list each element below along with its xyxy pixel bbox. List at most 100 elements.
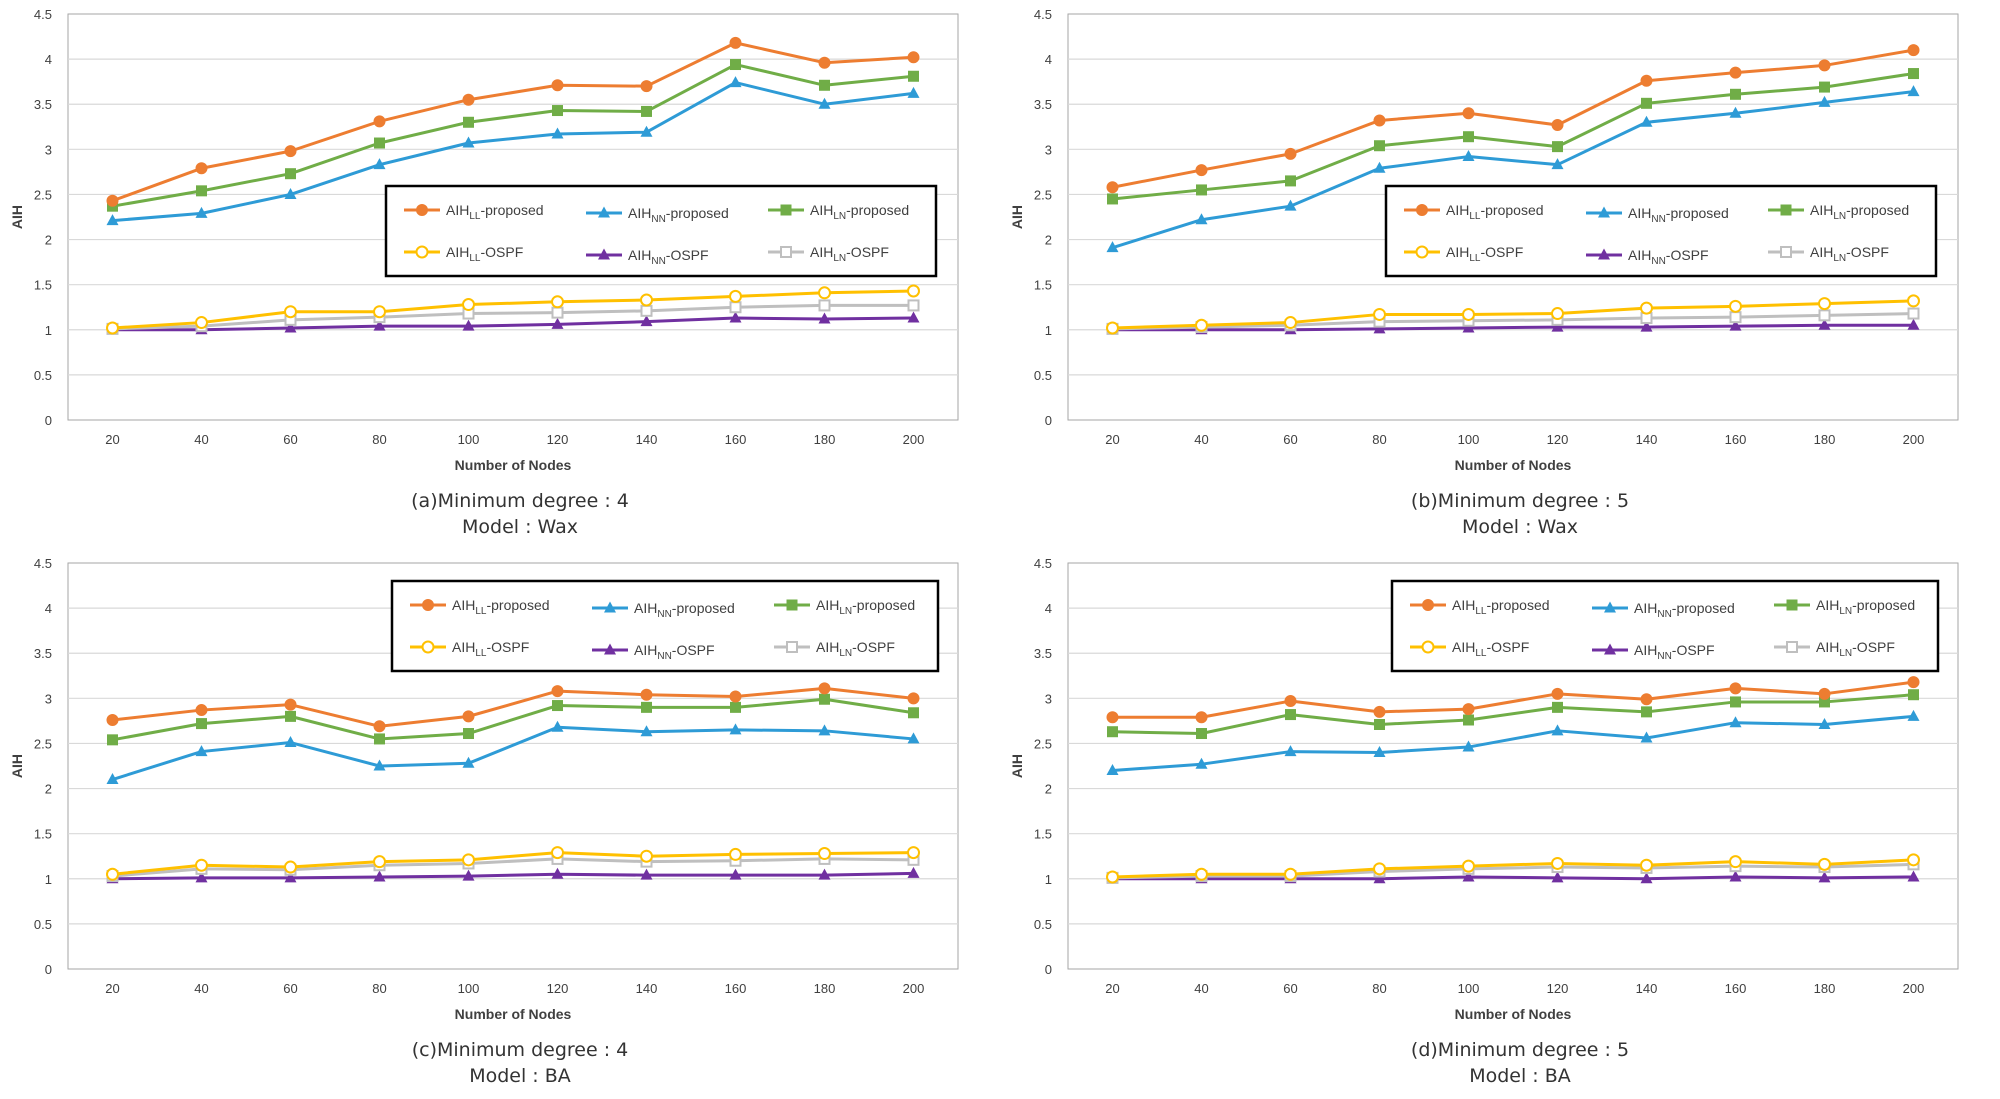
chart-a-point-AIH_NN-proposed — [729, 76, 742, 88]
chart-b-x-axis-label: Number of Nodes — [1455, 457, 1572, 473]
chart-b-point-AIH_LL-OSPF — [1284, 316, 1297, 330]
chart-b-point-AIH_NN-proposed — [1373, 161, 1386, 173]
chart-c-point-AIH_LL-OSPF — [640, 849, 653, 863]
chart-c-legend-entry-AIH_LN-proposed: AIHLN-proposed — [774, 597, 915, 617]
chart-d-x-tick-label: 120 — [1547, 981, 1569, 996]
chart-d-line-AIH_LN-proposed — [1112, 693, 1914, 736]
chart-a-svg: 0 0.5 1 1.5 2 2.5 3 3.5 4 4.5 20 40 60 80 100 120 140 160… — [9, 7, 959, 473]
chart-b-point-AIH_LL-proposed — [1462, 107, 1475, 120]
chart-c-point-AIH_LL-proposed — [284, 698, 297, 711]
chart-c-y-tick-label: 2.5 — [34, 736, 52, 751]
chart-d-point-AIH_NN-proposed — [1373, 745, 1386, 757]
chart-c-line-AIH_NN-OSPF — [112, 871, 914, 881]
chart-c-line-AIH_LN-proposed — [112, 697, 914, 742]
chart-d-x-tick-label: 200 — [1903, 981, 1925, 996]
chart-a-legend-label: AIHNN-proposed — [628, 205, 729, 225]
chart-d-series-AIH_LL-proposed — [1106, 676, 1920, 724]
chart-b-legend-label: AIHNN-proposed — [1628, 205, 1729, 225]
chart-d-svg: 0 0.5 1 1.5 2 2.5 3 3.5 4 4.5 20 40 60 80 100 120 140 160… — [1009, 556, 1959, 1022]
chart-a-line-AIH_NN-OSPF — [112, 316, 914, 332]
chart-b-point-AIH_NN-proposed — [1284, 199, 1297, 211]
chart-d-point-AIH_LL-OSPF — [1640, 858, 1653, 872]
chart-d-x-tick-label: 180 — [1814, 981, 1836, 996]
chart-d-y-tick-label: 0 — [1045, 962, 1052, 977]
chart-b-y-tick-label: 2 — [1045, 233, 1052, 248]
chart-c-point-AIH_LL-OSPF — [907, 846, 920, 860]
caption-c-line1: (c)Minimum degree : 4 — [411, 1039, 629, 1061]
chart-b-series-AIH_LL-proposed — [1106, 44, 1920, 194]
chart-d-point-AIH_LL-proposed — [1284, 695, 1297, 708]
chart-a-point-AIH_LN-OSPF — [640, 304, 653, 317]
chart-b-point-AIH_NN-proposed — [1551, 158, 1564, 170]
chart-a-legend-entry-AIH_LL-proposed: AIHLL-proposed — [404, 202, 544, 222]
chart-c-point-AIH_LL-proposed — [729, 690, 742, 703]
chart-b-point-AIH_LN-proposed — [1641, 97, 1652, 109]
chart-b-legend-entry-AIH_LL-proposed: AIHLL-proposed — [1404, 202, 1544, 222]
chart-d-series-AIH_LL-OSPF — [1106, 853, 1920, 884]
chart-a-point-AIH_LL-proposed — [551, 79, 564, 92]
chart-d-y-tick-label: 2.5 — [1034, 736, 1052, 751]
chart-d-point-AIH_LL-OSPF — [1373, 862, 1386, 876]
chart-a-legend-label: AIHLN-OSPF — [810, 244, 889, 264]
chart-c-point-AIH_NN-OSPF — [373, 870, 386, 882]
chart-c-point-AIH_LL-proposed — [462, 710, 475, 723]
chart-a-point-AIH_LL-OSPF — [106, 321, 119, 335]
chart-a-legend-label: AIHLL-OSPF — [446, 244, 523, 264]
chart-a-y-tick-label: 0 — [45, 413, 52, 428]
chart-b-svg: 0 0.5 1 1.5 2 2.5 3 3.5 4 4.5 20 40 60 80 100 120 140 160… — [1009, 7, 1959, 473]
chart-d-y-tick-label: 3.5 — [1034, 646, 1052, 661]
chart-c-point-AIH_LL-proposed — [907, 692, 920, 705]
chart-a-point-AIH_NN-OSPF — [462, 319, 475, 331]
chart-d-point-AIH_NN-OSPF — [1462, 870, 1475, 882]
chart-b-y-tick-label: 0 — [1045, 413, 1052, 428]
chart-a-legend-box — [384, 184, 938, 278]
chart-a-point-AIH_LN-proposed — [196, 185, 207, 197]
chart-c-point-AIH_LL-OSPF — [462, 853, 475, 867]
chart-a-x-tick-label: 180 — [814, 432, 836, 447]
chart-a-point-AIH_LL-OSPF — [284, 305, 297, 319]
chart-b-point-AIH_LL-OSPF — [1729, 299, 1742, 313]
chart-d-x-tick-label: 20 — [1105, 981, 1119, 996]
chart-b-point-AIH_NN-OSPF — [1551, 320, 1564, 332]
chart-c-point-AIH_LL-OSPF — [551, 846, 564, 860]
chart-b-point-AIH_LL-proposed — [1284, 147, 1297, 160]
chart-a-line-AIH_LL-OSPF — [112, 289, 914, 330]
chart-c-point-AIH_LN-proposed — [552, 700, 563, 712]
chart-b-point-AIH_NN-proposed — [1818, 95, 1831, 107]
chart-d-point-AIH_NN-OSPF — [1907, 870, 1920, 882]
chart-b-point-AIH_NN-proposed — [1462, 150, 1475, 162]
chart-b-point-AIH_LN-proposed — [1552, 141, 1563, 153]
chart-c-point-AIH_NN-proposed — [729, 723, 742, 735]
chart-b-x-tick-label: 80 — [1372, 432, 1386, 447]
chart-b-legend-swatch-marker — [1780, 204, 1792, 216]
chart-c-point-AIH_LL-OSPF — [106, 867, 119, 881]
chart-a-series-AIH_NN-proposed — [106, 76, 920, 226]
chart-a-point-AIH_LL-proposed — [729, 36, 742, 49]
chart-d-point-AIH_NN-proposed — [1284, 745, 1297, 757]
chart-b-series-AIH_NN-OSPF — [1106, 318, 1920, 335]
chart-c-x-axis-label: Number of Nodes — [455, 1006, 572, 1022]
chart-b-point-AIH_LL-OSPF — [1907, 294, 1920, 308]
chart-a-point-AIH_LL-proposed — [284, 145, 297, 158]
caption-a-line1: (a)Minimum degree : 4 — [411, 490, 629, 512]
chart-b-point-AIH_NN-proposed — [1907, 85, 1920, 97]
chart-c-x-tick-label: 100 — [458, 981, 480, 996]
chart-b-y-tick-label: 3.5 — [1034, 97, 1052, 112]
chart-c-point-AIH_LL-proposed — [195, 704, 208, 717]
chart-a-legend-swatch-marker — [598, 206, 610, 218]
chart-a-point-AIH_LN-proposed — [285, 168, 296, 180]
chart-d-y-tick-label: 4.5 — [1034, 556, 1052, 571]
chart-d-point-AIH_NN-proposed — [1195, 757, 1208, 769]
chart-d-legend-entry-AIH_LN-OSPF: AIHLN-OSPF — [1774, 639, 1895, 659]
chart-b-legend-swatch-marker — [1598, 206, 1610, 218]
chart-d-point-AIH_LL-proposed — [1640, 693, 1653, 706]
chart-b-legend-swatch-marker — [1415, 245, 1429, 259]
chart-c-series-AIH_LL-OSPF — [106, 846, 920, 881]
chart-a-point-AIH_NN-OSPF — [284, 321, 297, 333]
chart-b-x-tick-label: 40 — [1194, 432, 1208, 447]
chart-d-legend-label: AIHLL-OSPF — [1452, 639, 1529, 659]
chart-b-point-AIH_LL-proposed — [1195, 164, 1208, 177]
caption-d-line1: (d)Minimum degree : 5 — [1410, 1039, 1630, 1061]
chart-a-series-AIH_LL-OSPF — [106, 284, 920, 335]
chart-d-point-AIH_NN-proposed — [1907, 709, 1920, 721]
